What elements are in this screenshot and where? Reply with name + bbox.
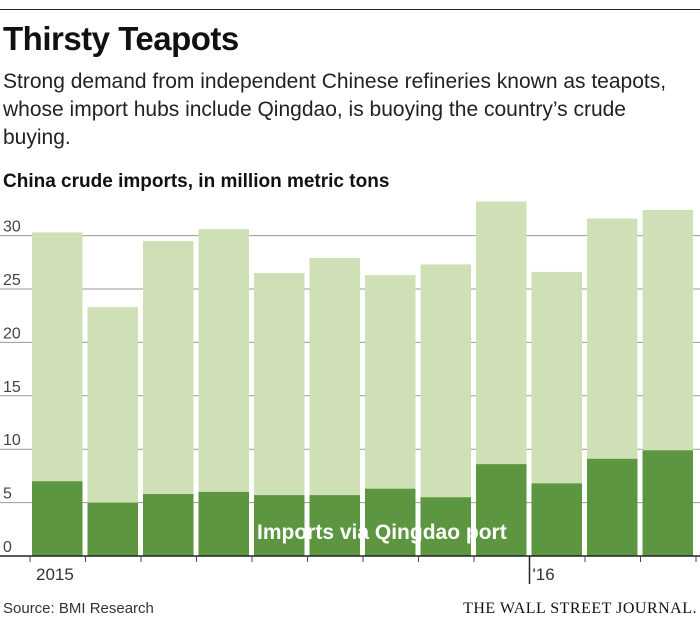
y-tick-label: 25 (3, 272, 21, 289)
y-tick-label: 0 (3, 539, 12, 556)
bar-qingdao-imports (198, 491, 249, 556)
bar-qingdao-imports (143, 494, 194, 556)
bar-qingdao-imports (87, 502, 138, 556)
bar-qingdao-imports (420, 497, 471, 556)
chart-subtitle: Strong demand from independent Chinese r… (3, 70, 667, 149)
bar-qingdao-imports (531, 483, 582, 556)
top-rule (0, 9, 700, 10)
bar-qingdao-imports (476, 464, 527, 556)
bar-qingdao-imports (309, 495, 360, 556)
x-tick-label: 2015 (36, 565, 74, 584)
series-label-qingdao: Imports via Qingdao port (257, 521, 507, 544)
publisher-logo: THE WALL STREET JOURNAL. (463, 600, 697, 617)
y-tick-label: 5 (3, 486, 12, 503)
bar-qingdao-imports (642, 450, 693, 556)
bar-qingdao-imports (587, 458, 638, 556)
x-tick-label: '16 (533, 565, 555, 584)
y-tick-label: 10 (3, 432, 21, 449)
bar-chart: 0 5 10 15 20 25 30 2015 '16 Imports via Qingdao p… (0, 201, 700, 584)
bar-qingdao-imports (365, 488, 416, 556)
source-note: Source: BMI Research (3, 600, 154, 617)
chart-headline: Thirsty Teapots (3, 20, 239, 57)
y-tick-label: 30 (3, 219, 21, 236)
bar-qingdao-imports (32, 481, 83, 556)
y-tick-label: 20 (3, 325, 21, 342)
bar-qingdao-imports (254, 495, 305, 556)
chart-title: China crude imports, in million metric t… (3, 171, 390, 192)
y-tick-label: 15 (3, 379, 21, 396)
